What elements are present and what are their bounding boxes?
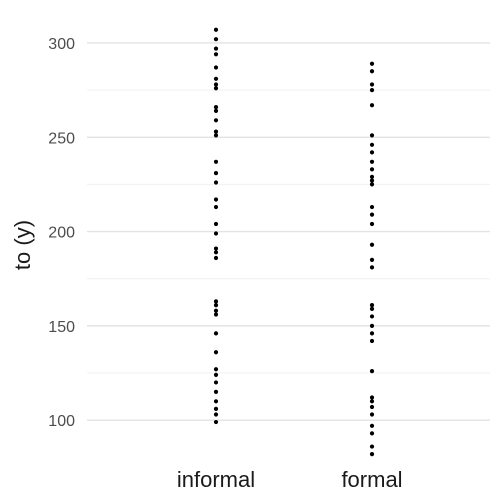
data-point [370,412,374,416]
data-point [214,205,218,209]
data-point [370,331,374,335]
data-point [214,367,218,371]
data-point [370,143,374,147]
data-point [214,246,218,250]
data-point [370,175,374,179]
y-tick-label: 200 [48,225,75,242]
data-point [370,88,374,92]
data-point [370,205,374,209]
data-point [214,130,218,134]
data-point [370,212,374,216]
data-point [214,109,218,113]
data-point [214,105,218,109]
data-point [370,167,374,171]
data-point [214,28,218,32]
data-point [214,133,218,137]
x-axis-category-labels: informal formal [177,467,403,492]
data-point [214,160,218,164]
data-point [370,265,374,269]
y-tick-label: 100 [48,413,75,430]
y-axis-tick-labels: 100 150 200 250 300 [48,36,75,430]
data-point [370,444,374,448]
y-tick-label: 150 [48,319,75,336]
data-point [214,37,218,41]
data-point [214,256,218,260]
data-point [370,452,374,456]
data-point [214,86,218,90]
data-point [370,424,374,428]
x-category-label: informal [177,467,255,492]
data-point [214,82,218,86]
data-point [214,77,218,81]
data-point [214,299,218,303]
data-point [214,373,218,377]
data-point [370,303,374,307]
x-category-label: formal [341,467,402,492]
data-point [214,420,218,424]
data-point [370,405,374,409]
data-point [214,312,218,316]
data-point [370,133,374,137]
data-point [370,62,374,66]
data-point [370,395,374,399]
data-point [370,222,374,226]
data-point [370,324,374,328]
data-point [214,222,218,226]
y-axis-title: to (y) [10,220,35,270]
data-point [214,309,218,313]
data-point [370,431,374,435]
data-point [370,82,374,86]
data-point [370,182,374,186]
data-point [214,399,218,403]
data-point [214,197,218,201]
y-tick-label: 300 [48,36,75,53]
data-point [214,231,218,235]
data-point [370,314,374,318]
data-point [214,380,218,384]
data-point [370,243,374,247]
data-point [370,369,374,373]
data-point [370,258,374,262]
data-point [214,118,218,122]
data-points [214,28,374,457]
data-point [214,407,218,411]
data-point [370,150,374,154]
data-point [214,47,218,51]
data-point [214,52,218,56]
data-point [214,390,218,394]
data-point [370,339,374,343]
data-point [370,103,374,107]
data-point [370,307,374,311]
data-point [214,250,218,254]
data-point [214,171,218,175]
data-point [214,65,218,69]
major-gridlines [87,43,490,420]
data-point [214,303,218,307]
data-point [370,160,374,164]
data-point [214,350,218,354]
data-point [214,180,218,184]
data-point [214,412,218,416]
data-point [370,179,374,183]
y-tick-label: 250 [48,130,75,147]
data-point [370,399,374,403]
data-point [214,331,218,335]
data-point [370,69,374,73]
